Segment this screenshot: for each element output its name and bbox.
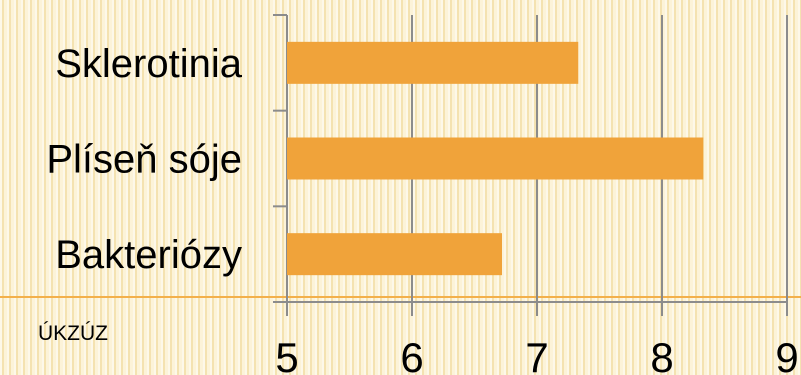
category-label-1: Plíseň sóje <box>46 138 242 182</box>
x-tick-label-9: 9 <box>775 334 798 375</box>
x-tick-label-7: 7 <box>525 334 548 375</box>
category-label-0: Sklerotinia <box>55 42 243 86</box>
x-tick-label-6: 6 <box>400 334 423 375</box>
bar-1 <box>287 137 704 180</box>
x-tick-label-8: 8 <box>650 334 673 375</box>
source-label: ÚKZÚZ <box>38 322 108 345</box>
x-tick-label-5: 5 <box>275 334 298 375</box>
footer-divider-line <box>0 296 801 298</box>
category-label-2: Bakteriózy <box>55 233 242 277</box>
bar-2 <box>287 233 502 276</box>
bar-0 <box>287 41 579 84</box>
